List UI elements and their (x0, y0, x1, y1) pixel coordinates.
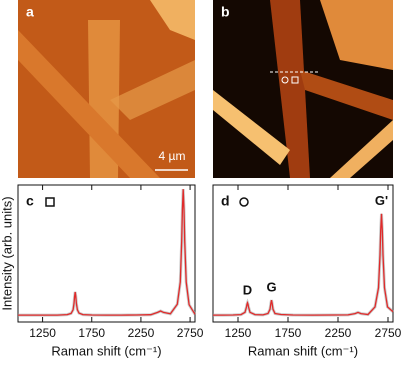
panel-label: b (221, 4, 230, 20)
plot-frame (17, 184, 196, 323)
x-tick-label: 2250 (128, 326, 155, 340)
x-tick-label: 2750 (177, 326, 204, 340)
x-tick-label: 1750 (275, 326, 302, 340)
spectrum-halo (18, 189, 197, 317)
legend-symbol (45, 197, 55, 207)
afm-image (18, 0, 195, 178)
legend-symbol (239, 197, 249, 207)
x-tick-label: 1250 (225, 326, 252, 340)
x-tick-label: 2250 (325, 326, 352, 340)
scale-bar-label: 4 µm (159, 149, 186, 163)
panel-label: d (221, 193, 230, 209)
x-axis-label: Raman shift (cm⁻¹) (248, 343, 358, 358)
x-tick-label: 2750 (375, 326, 402, 340)
spectrum (213, 213, 394, 316)
panel-label: a (26, 4, 34, 20)
spectrum-halo (213, 213, 394, 317)
peak-label: G' (375, 193, 388, 208)
point-marker (281, 76, 289, 84)
x-tick-label: 1250 (29, 326, 56, 340)
x-tick-label: 1750 (78, 326, 105, 340)
raman-map (213, 0, 393, 178)
peak-label: D (243, 282, 252, 297)
plot-frame (212, 184, 394, 323)
x-axis-label: Raman shift (cm⁻¹) (51, 343, 161, 358)
peak-label: G (266, 280, 276, 295)
y-axis-label: Intensity (arb. units) (0, 196, 14, 310)
spectrum (18, 189, 196, 316)
point-marker (291, 76, 299, 84)
panel-label: c (26, 193, 34, 209)
